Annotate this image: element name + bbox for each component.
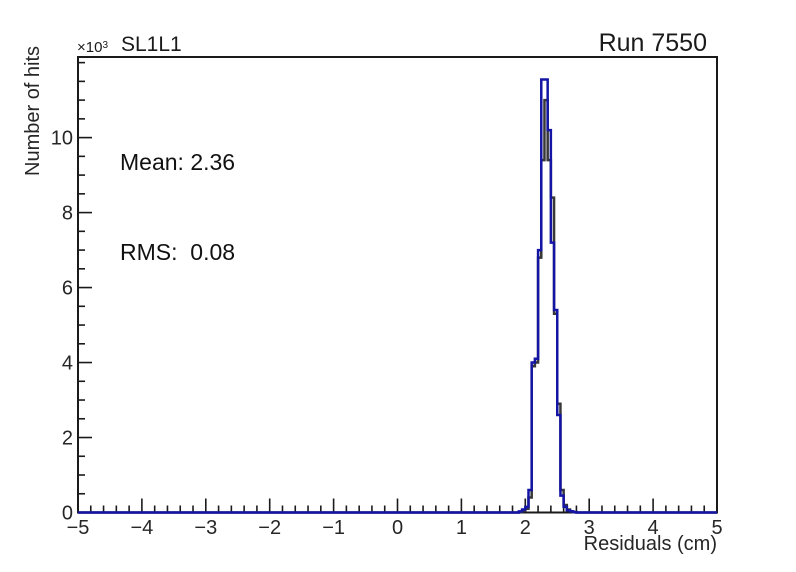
x-tick-label: −4 (130, 517, 153, 539)
stats-mean: Mean: 2.36 (120, 149, 236, 175)
y-axis-exponent: ×103 (77, 39, 108, 56)
y-tick-label: 4 (62, 353, 73, 375)
x-tick-label: 0 (392, 517, 403, 539)
y-tick-label: 8 (62, 203, 73, 225)
x-tick-label: −1 (322, 517, 345, 539)
stats-box: Mean: 2.36 RMS: 0.08 (120, 87, 235, 327)
overlay-histogram (78, 78, 717, 514)
x-tick-label: −5 (67, 517, 90, 539)
y-tick-label: 6 (62, 278, 73, 300)
x-tick-label: −3 (194, 517, 217, 539)
y-axis-title: Number of hits (22, 45, 44, 176)
plot-title-left: SL1L1 (121, 33, 182, 56)
y-tick-label: 2 (62, 428, 73, 450)
x-tick-label: 4 (648, 517, 659, 539)
x-tick-label: 3 (584, 517, 595, 539)
y-tick-label: 10 (51, 128, 73, 150)
x-tick-label: 1 (456, 517, 467, 539)
x-axis-title: Residuals (cm) (583, 533, 717, 555)
y-tick-label: 0 (62, 503, 73, 525)
x-tick-label: 5 (711, 517, 722, 539)
y-axis-exponent-base: ×10 (77, 39, 103, 56)
stats-rms: RMS: 0.08 (120, 239, 236, 265)
x-tick-label: 2 (520, 517, 531, 539)
x-tick-label: −2 (258, 517, 281, 539)
plot-title-run: Run 7550 (598, 29, 707, 57)
y-axis-exponent-power: 3 (102, 40, 109, 51)
